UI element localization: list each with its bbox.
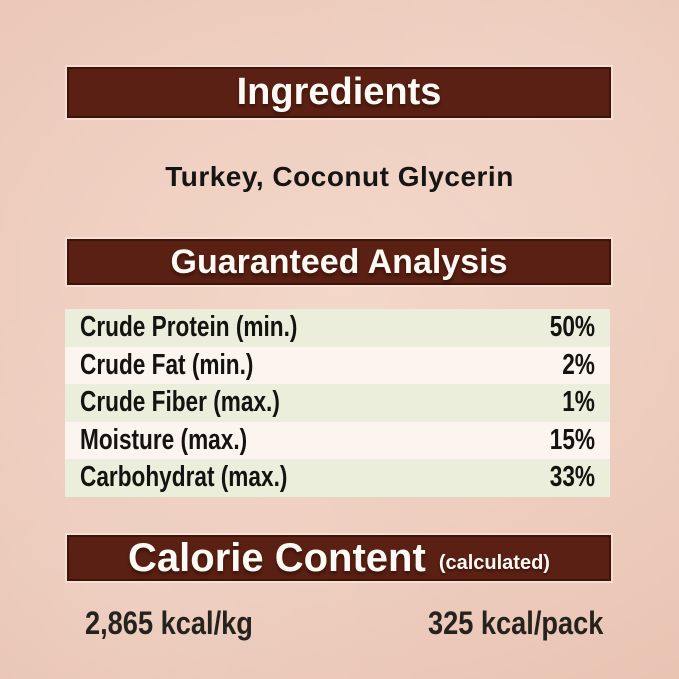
analysis-row-value: 15% — [549, 423, 595, 456]
analysis-row-value: 50% — [549, 311, 595, 344]
analysis-row-moisture: Moisture (max.) 15% — [65, 421, 610, 459]
analysis-row-label: Moisture (max.) — [80, 423, 248, 456]
calorie-content-header-bar: Calorie Content (calculated) — [67, 535, 611, 581]
analysis-row-value: 1% — [562, 386, 595, 419]
calorie-content-qualifier: (calculated) — [438, 551, 550, 574]
calories-per-pack: 325 kcal/pack — [427, 604, 603, 641]
calories-per-kg: 2,865 kcal/kg — [85, 604, 253, 641]
ingredients-title: Ingredients — [236, 71, 442, 113]
ingredients-header-bar: Ingredients — [67, 67, 611, 118]
guaranteed-analysis-header-bar: Guaranteed Analysis — [67, 239, 611, 285]
analysis-row-label: Crude Fat (min.) — [80, 348, 254, 381]
analysis-row-value: 2% — [562, 348, 595, 381]
analysis-row-label: Crude Protein (min.) — [80, 311, 298, 344]
ingredients-list: Turkey, Coconut Glycerin — [165, 161, 514, 192]
calorie-values-line: 2,865 kcal/kg 325 kcal/pack — [67, 602, 611, 644]
analysis-row-carbohydrate: Carbohydrat (max.) 33% — [65, 459, 610, 497]
analysis-row-label: Carbohydrat (max.) — [80, 461, 288, 494]
analysis-row-value: 33% — [549, 461, 595, 494]
analysis-row-crude-fiber: Crude Fiber (max.) 1% — [65, 384, 610, 422]
analysis-row-label: Crude Fiber (max.) — [80, 386, 280, 419]
guaranteed-analysis-title: Guaranteed Analysis — [170, 242, 508, 281]
guaranteed-analysis-table: Crude Protein (min.) 50% Crude Fat (min.… — [65, 309, 610, 497]
analysis-row-crude-fat: Crude Fat (min.) 2% — [65, 346, 610, 384]
calorie-content-title: Calorie Content — [128, 535, 426, 580]
analysis-row-crude-protein: Crude Protein (min.) 50% — [65, 309, 610, 347]
